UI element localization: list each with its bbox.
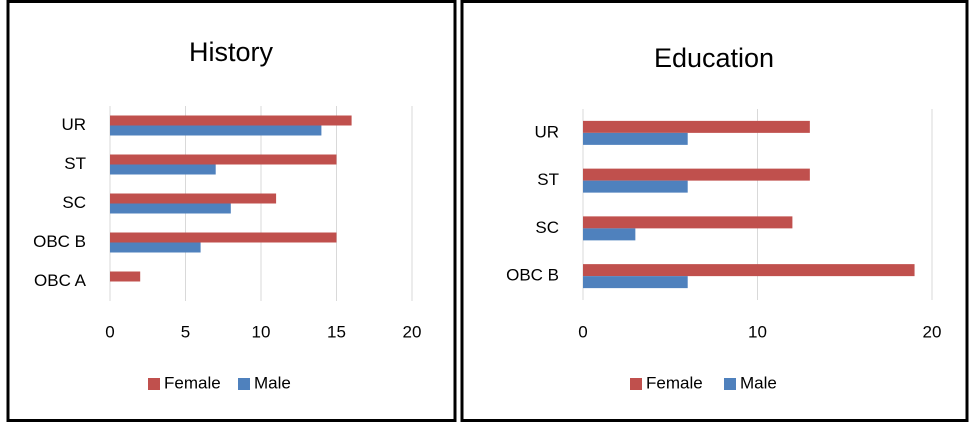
bar <box>583 168 810 181</box>
legend-label: Female <box>164 373 221 392</box>
chart-title: Education <box>654 43 774 73</box>
legend-swatch <box>724 378 736 390</box>
bar <box>583 132 688 145</box>
y-tick-label: ST <box>64 154 86 173</box>
x-tick-label: 20 <box>403 322 422 341</box>
bar <box>110 242 201 253</box>
bar <box>583 264 915 277</box>
bar <box>110 164 216 175</box>
bar <box>583 228 636 241</box>
bar <box>583 120 810 133</box>
legend-label: Male <box>254 373 291 392</box>
x-tick-label: 5 <box>181 322 190 341</box>
panel-border <box>460 0 969 422</box>
x-tick-label: 20 <box>923 322 942 341</box>
x-tick-label: 15 <box>327 322 346 341</box>
legend-swatch <box>148 378 160 390</box>
bar <box>110 232 337 243</box>
y-tick-label: SC <box>62 193 86 212</box>
bar <box>583 180 688 193</box>
panel-border <box>6 0 457 422</box>
legend-label: Female <box>646 373 703 392</box>
x-tick-label: 0 <box>105 322 114 341</box>
y-tick-label: SC <box>535 218 559 237</box>
bar <box>110 154 337 165</box>
y-tick-label: ST <box>537 170 559 189</box>
bar <box>110 125 322 136</box>
legend-swatch <box>630 378 642 390</box>
bar <box>583 216 793 229</box>
y-tick-label: UR <box>534 122 559 141</box>
bar <box>110 115 352 126</box>
y-tick-label: UR <box>61 115 86 134</box>
bar <box>583 276 688 289</box>
y-tick-label: OBC B <box>33 232 86 251</box>
bar <box>110 271 141 282</box>
y-tick-label: OBC A <box>34 271 87 290</box>
legend-swatch <box>238 378 250 390</box>
bar <box>110 193 277 204</box>
x-tick-label: 10 <box>748 322 767 341</box>
bar <box>110 203 231 214</box>
x-tick-label: 0 <box>578 322 587 341</box>
x-tick-label: 10 <box>252 322 271 341</box>
y-tick-label: OBC B <box>506 266 559 285</box>
chart-title: History <box>189 37 274 67</box>
legend-label: Male <box>740 373 777 392</box>
